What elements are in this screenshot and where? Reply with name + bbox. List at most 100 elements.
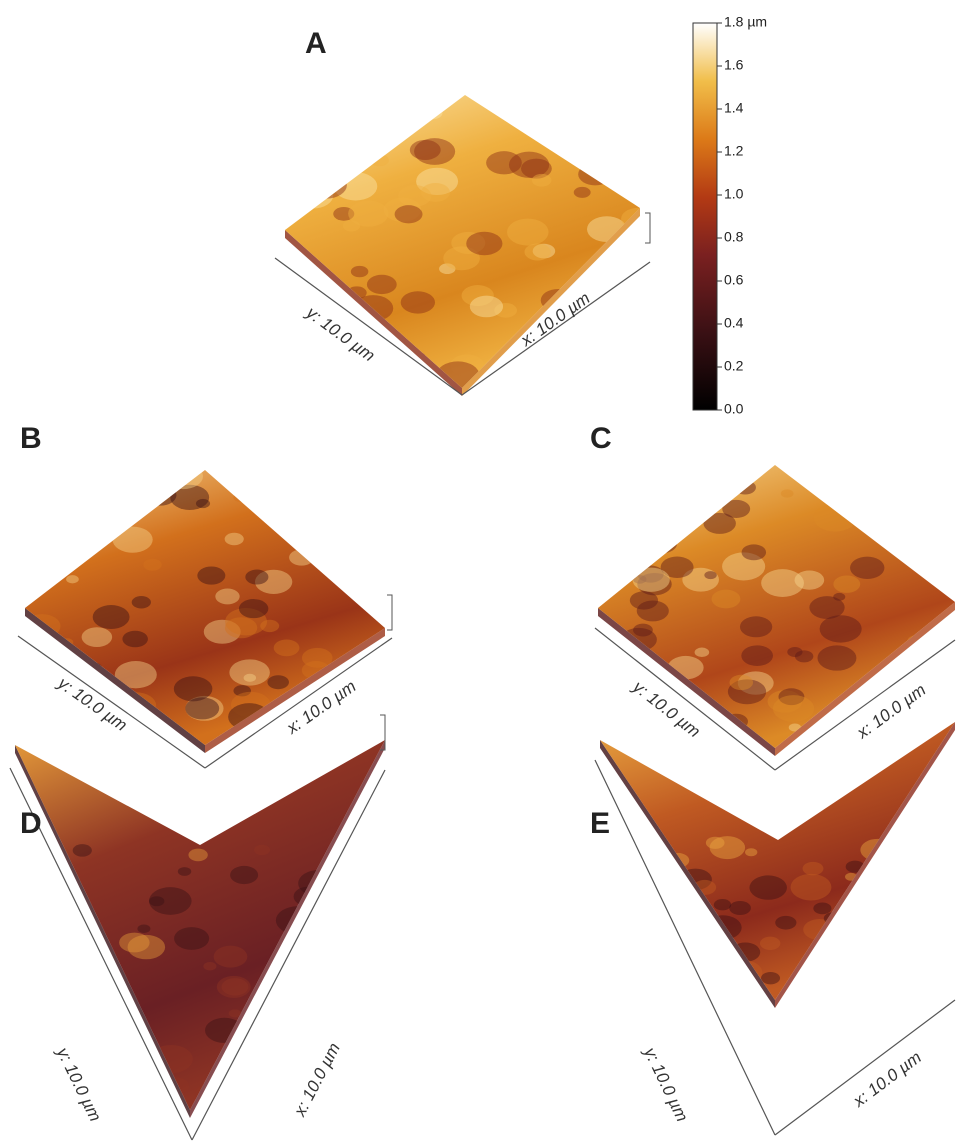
surface-feature xyxy=(875,457,916,484)
surface-feature xyxy=(866,856,909,884)
surface-feature xyxy=(625,109,650,125)
surface-feature xyxy=(91,1008,112,1022)
surface-feature xyxy=(229,1009,242,1017)
surface-feature xyxy=(700,989,722,1003)
surface-feature xyxy=(695,648,710,657)
surface-feature xyxy=(633,624,653,637)
surface-feature xyxy=(577,328,621,356)
surface-feature xyxy=(734,480,756,494)
surface-feature xyxy=(331,950,351,963)
afm-panel: Ey: 10.0 µmx: 10.0 µm xyxy=(587,722,956,1135)
surface-feature xyxy=(730,675,754,690)
surface-feature xyxy=(578,163,612,185)
surface-feature xyxy=(333,1001,368,1024)
surface-feature xyxy=(83,469,110,487)
surface-feature xyxy=(322,1026,343,1040)
surface-feature xyxy=(225,617,257,638)
surface-feature xyxy=(817,645,856,670)
z-scale xyxy=(387,595,392,630)
axis-line xyxy=(775,1000,955,1135)
surface-feature xyxy=(260,620,279,632)
surface-feature xyxy=(814,504,857,532)
surface-feature xyxy=(585,358,603,370)
surface-feature xyxy=(30,944,72,971)
surface-feature xyxy=(244,674,256,682)
colorbar-tick-label: 0.8 xyxy=(724,229,744,245)
surface-feature xyxy=(250,1084,285,1107)
surface-feature xyxy=(19,506,55,530)
surface-feature xyxy=(370,154,389,166)
surface-feature xyxy=(25,485,57,506)
surface-feature xyxy=(637,600,669,621)
surface-feature xyxy=(705,965,728,980)
surface-feature xyxy=(714,899,731,910)
surface-feature xyxy=(317,502,356,527)
surface-feature xyxy=(581,341,622,368)
surface-feature xyxy=(302,648,333,668)
surface-feature xyxy=(707,951,735,969)
surface-feature xyxy=(466,232,502,256)
surface-feature xyxy=(791,874,832,901)
surface-feature xyxy=(132,1065,166,1087)
surface-feature xyxy=(642,953,671,972)
surface-feature xyxy=(908,645,943,668)
surface-feature xyxy=(803,862,824,876)
surface-feature xyxy=(619,881,637,893)
surface-feature xyxy=(833,575,860,592)
surface-feature xyxy=(335,1060,371,1083)
surface-feature xyxy=(178,867,191,876)
surface-feature xyxy=(143,559,161,571)
surface-feature xyxy=(662,469,679,480)
surface-feature xyxy=(741,645,773,666)
surface-feature xyxy=(334,172,378,200)
surface-feature xyxy=(77,987,106,1006)
surface-feature xyxy=(423,107,442,120)
surface-feature xyxy=(338,1035,350,1043)
surface-feature xyxy=(761,569,804,597)
colorbar-tick-label: 0.2 xyxy=(724,358,744,374)
surface-feature xyxy=(47,942,75,960)
surface-feature xyxy=(20,737,39,749)
surface-feature xyxy=(591,647,634,675)
z-scale xyxy=(645,213,650,243)
x-axis-label: x: 10.0 µm xyxy=(849,1048,925,1112)
surface-feature xyxy=(363,1012,390,1029)
surface-feature xyxy=(775,916,796,930)
surface-feature xyxy=(712,590,741,609)
surface-feature xyxy=(52,957,76,972)
surface-feature xyxy=(325,357,353,375)
surface-feature xyxy=(265,967,309,995)
surface-feature xyxy=(595,716,615,729)
surface-feature xyxy=(781,489,794,497)
surface-feature xyxy=(809,596,844,619)
surface-feature xyxy=(657,924,690,946)
surface-feature xyxy=(88,1059,113,1075)
surface-feature xyxy=(223,1072,240,1083)
surface-feature xyxy=(337,1002,376,1027)
surface-feature xyxy=(285,982,328,1010)
surface-feature xyxy=(599,899,630,919)
surface-feature xyxy=(664,930,696,951)
surface-feature xyxy=(740,616,772,637)
surface-feature xyxy=(585,517,617,538)
surface-feature xyxy=(651,962,677,979)
surface-feature xyxy=(773,695,814,722)
surface-feature xyxy=(225,533,244,545)
panel-label: E xyxy=(590,807,610,840)
surface-feature xyxy=(288,1058,302,1067)
colorbar-tick-label: 1.6 xyxy=(724,57,744,73)
surface-feature xyxy=(360,728,374,737)
surface-feature xyxy=(144,485,176,506)
surface-feature xyxy=(89,495,112,510)
surface-feature xyxy=(63,508,77,517)
surface-feature xyxy=(267,675,289,689)
surface-feature xyxy=(276,114,317,141)
surface-feature xyxy=(311,1011,342,1031)
surface-feature xyxy=(761,972,780,984)
surface-feature xyxy=(170,485,209,510)
colorbar-tick-label: 0.0 xyxy=(724,401,744,417)
colorbar-tick-label: 0.4 xyxy=(724,315,744,331)
surface-feature xyxy=(117,482,141,497)
surface-feature xyxy=(535,354,548,363)
surface-feature xyxy=(898,981,921,996)
